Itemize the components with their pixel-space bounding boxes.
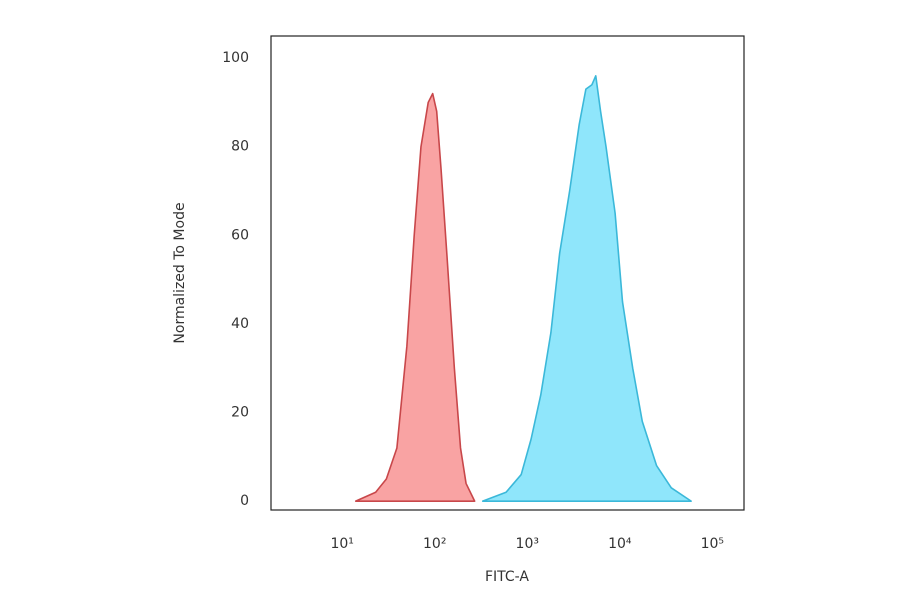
histogram-area (481, 75, 692, 502)
x-tick-label: 10¹ (330, 536, 353, 552)
y-axis-label: Normalized To Mode (172, 202, 188, 343)
y-tick-label: 60 (231, 227, 249, 243)
y-tick-label: 40 (231, 316, 249, 332)
plot-frame (270, 35, 745, 511)
x-tick-label: 10² (423, 536, 446, 552)
x-tick-label: 10³ (516, 536, 539, 552)
plot-area (354, 75, 692, 502)
x-axis-label: FITC-A (485, 569, 529, 585)
histogram-area (354, 92, 476, 502)
x-tick-label: 10⁴ (608, 536, 632, 552)
y-tick-label: 100 (222, 50, 249, 66)
y-tick-label: 80 (231, 139, 249, 155)
y-tick-label: 20 (231, 405, 249, 421)
y-tick-label: 0 (240, 493, 249, 509)
x-tick-label: 10⁵ (701, 536, 724, 552)
